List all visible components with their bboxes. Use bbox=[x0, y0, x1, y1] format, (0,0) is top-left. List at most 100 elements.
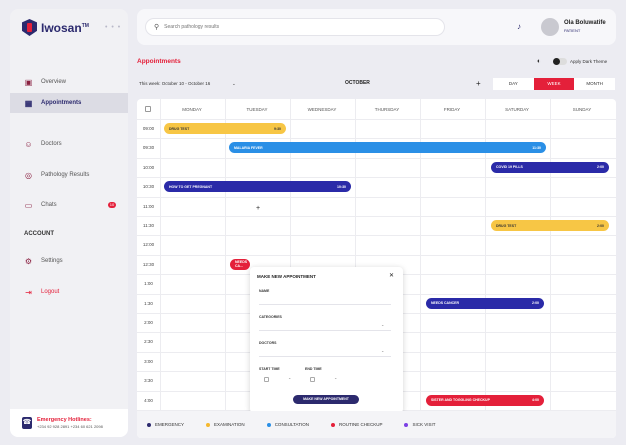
sidebar-item-label: Logout bbox=[41, 289, 60, 295]
appointment-event[interactable]: DRUG TEST 2:00 bbox=[491, 220, 609, 231]
legend-item-emergency: EMERGENCY bbox=[147, 422, 184, 427]
sidebar-item-doctors[interactable]: ☺ Doctors bbox=[10, 134, 128, 154]
sidebar-item-label: Appointments bbox=[41, 100, 82, 106]
event-time: 11:30 bbox=[532, 145, 541, 150]
grid-row-line bbox=[137, 138, 616, 140]
end-time-checkbox[interactable] bbox=[310, 377, 315, 382]
sidebar: IwosanTM • • • ▣ Overview ▦ Appointments… bbox=[10, 9, 128, 437]
search-input[interactable] bbox=[164, 24, 425, 30]
chat-count-badge: 10 bbox=[108, 202, 116, 208]
close-icon[interactable]: ✕ bbox=[389, 273, 395, 279]
time-label: 4:00 bbox=[144, 397, 153, 403]
sidebar-item-pathology-results[interactable]: ◎ Pathology Results bbox=[10, 165, 128, 185]
sidebar-item-label: Overview bbox=[41, 79, 67, 85]
sidebar-item-appointments[interactable]: ▦ Appointments bbox=[10, 93, 128, 113]
appointment-event[interactable]: NEEDS CANCER 2:00 bbox=[426, 297, 544, 309]
appointment-event[interactable]: COVID 19 PILLS 2:00 bbox=[491, 161, 609, 173]
day-header-wednesday: WEDNESDAY bbox=[307, 107, 337, 112]
doctors-select[interactable] bbox=[259, 356, 391, 357]
emergency-title: Emergency Hotlines: bbox=[37, 417, 92, 423]
start-time-label: START TIME bbox=[259, 367, 280, 371]
emergency-numbers: +234 92 928 2891 +234 60 621 2098 bbox=[37, 424, 103, 429]
time-label: 11:30 bbox=[143, 223, 154, 228]
grid-row-line bbox=[137, 235, 616, 237]
chevron-down-icon[interactable]: ⌄ bbox=[334, 375, 338, 380]
start-time-checkbox[interactable] bbox=[264, 377, 269, 382]
calendar-grid: + MONDAY TUESDAY WEDNESDAY THURSDAY FRIDAY SA… bbox=[137, 99, 616, 438]
legend: EMERGENCY EXAMINATION CONSULTATION ROUTI… bbox=[137, 411, 616, 438]
sidebar-item-chats[interactable]: ▭ Chats 10 bbox=[10, 195, 128, 215]
avatar[interactable] bbox=[541, 18, 559, 36]
phone-icon: ☎ bbox=[22, 417, 32, 429]
day-header-monday: MONDAY bbox=[182, 107, 202, 112]
appointment-event[interactable]: SISTER AND TOGGLING CHECKUP 4:00 bbox=[426, 394, 544, 406]
search-icon: ⚲ bbox=[154, 24, 160, 31]
view-week-button[interactable]: WEEK bbox=[533, 78, 575, 90]
legend-item-examination: EXAMINATION bbox=[206, 422, 245, 427]
time-label: 1:30 bbox=[144, 300, 153, 306]
time-label: 12:00 bbox=[142, 242, 155, 248]
event-title: SISTER AND TOGGLING CHECKUP bbox=[431, 398, 490, 403]
emergency-hotlines: ☎ Emergency Hotlines: +234 92 928 2891 +… bbox=[10, 409, 128, 437]
categories-select[interactable] bbox=[259, 330, 391, 331]
dark-theme-label: Apply Dark Theme bbox=[570, 59, 608, 64]
sidebar-item-overview[interactable]: ▣ Overview bbox=[10, 72, 128, 92]
appointment-event[interactable]: NEEDS CA... bbox=[230, 258, 250, 270]
user-role: PATIENT bbox=[564, 28, 581, 33]
sidebar-item-label: Chats bbox=[41, 202, 57, 208]
view-day-button[interactable]: DAY bbox=[508, 81, 518, 86]
search-box[interactable]: ⚲ bbox=[145, 18, 445, 36]
appointment-event[interactable]: HOW TO GET PREGNANT 10:30 bbox=[164, 181, 351, 193]
brand-name: Iwosan bbox=[41, 20, 82, 35]
appointment-event[interactable]: DRUG TEST 9:30 bbox=[164, 123, 286, 134]
select-all-checkbox[interactable] bbox=[145, 106, 151, 112]
grid-row-line bbox=[137, 157, 616, 159]
event-time: 2:00 bbox=[596, 223, 604, 228]
sidebar-item-label: Settings bbox=[41, 258, 63, 264]
time-label: 3:30 bbox=[144, 378, 153, 384]
top-bar: ⚲ ♪ Ola Boluwatife PATIENT bbox=[137, 9, 616, 45]
grid-row-line bbox=[137, 177, 616, 179]
chevron-down-icon[interactable]: ⌄ bbox=[288, 375, 292, 380]
day-header-sunday: SUNDAY bbox=[572, 107, 592, 112]
add-slot-icon[interactable]: + bbox=[256, 205, 261, 212]
view-month-button[interactable]: MONTH bbox=[586, 81, 603, 86]
time-label: 2:30 bbox=[144, 339, 153, 345]
chevron-down-icon[interactable]: ⌄ bbox=[232, 81, 236, 86]
new-appointment-modal: MAKE NEW APPOINTMENT ✕ NAME CATEGORIES ⌄… bbox=[250, 267, 403, 413]
add-appointment-icon[interactable]: + bbox=[476, 79, 481, 88]
categories-label: CATEGORIES bbox=[259, 315, 282, 319]
sidebar-item-logout[interactable]: ⇥ Logout bbox=[10, 282, 128, 302]
grid-header-line bbox=[137, 119, 616, 120]
time-label: 11:00 bbox=[143, 203, 154, 209]
calendar-icon: ▦ bbox=[24, 98, 33, 108]
event-title: COVID 19 PILLS bbox=[496, 165, 523, 170]
event-time: 2:00 bbox=[531, 301, 539, 306]
appointment-event[interactable]: MALARIA FEVER 11:30 bbox=[229, 142, 546, 154]
event-time: 2:00 bbox=[596, 165, 604, 170]
sidebar-item-settings[interactable]: ⚙ Settings bbox=[10, 251, 128, 271]
appointments-panel: Appointments ◐ Apply Dark Theme This wee… bbox=[137, 52, 616, 438]
time-label: 2:00 bbox=[144, 320, 153, 325]
gear-icon: ⚙ bbox=[24, 256, 33, 266]
account-heading: ACCOUNT bbox=[24, 231, 54, 237]
legend-item-sick-visit: SICK VISIT bbox=[404, 422, 435, 427]
notification-bell-icon[interactable]: ♪ bbox=[517, 22, 521, 31]
event-time: 10:30 bbox=[337, 184, 346, 189]
brand-logo[interactable]: IwosanTM bbox=[22, 19, 89, 36]
time-label: 09:00 bbox=[142, 126, 155, 131]
event-title: HOW TO GET PREGNANT bbox=[169, 184, 213, 189]
event-title: DRUG TEST bbox=[169, 126, 190, 131]
event-title: NEEDS CANCER bbox=[431, 301, 460, 306]
chevron-down-icon[interactable]: ⌄ bbox=[381, 322, 385, 327]
chevron-down-icon[interactable]: ⌄ bbox=[381, 348, 385, 353]
week-range-select[interactable]: This week: October 10 - October 16 bbox=[139, 81, 211, 86]
collapse-dots-icon[interactable]: • • • bbox=[105, 24, 122, 31]
grid-row-line bbox=[137, 216, 616, 217]
page-title: Appointments bbox=[137, 58, 181, 65]
dark-theme-toggle[interactable] bbox=[553, 58, 567, 65]
make-appointment-button[interactable]: MAKE NEW APPOINTMENT bbox=[293, 395, 359, 404]
doctor-icon: ☺ bbox=[24, 139, 33, 149]
view-switch: DAY WEEK MONTH bbox=[493, 78, 615, 90]
name-field[interactable] bbox=[259, 304, 391, 305]
